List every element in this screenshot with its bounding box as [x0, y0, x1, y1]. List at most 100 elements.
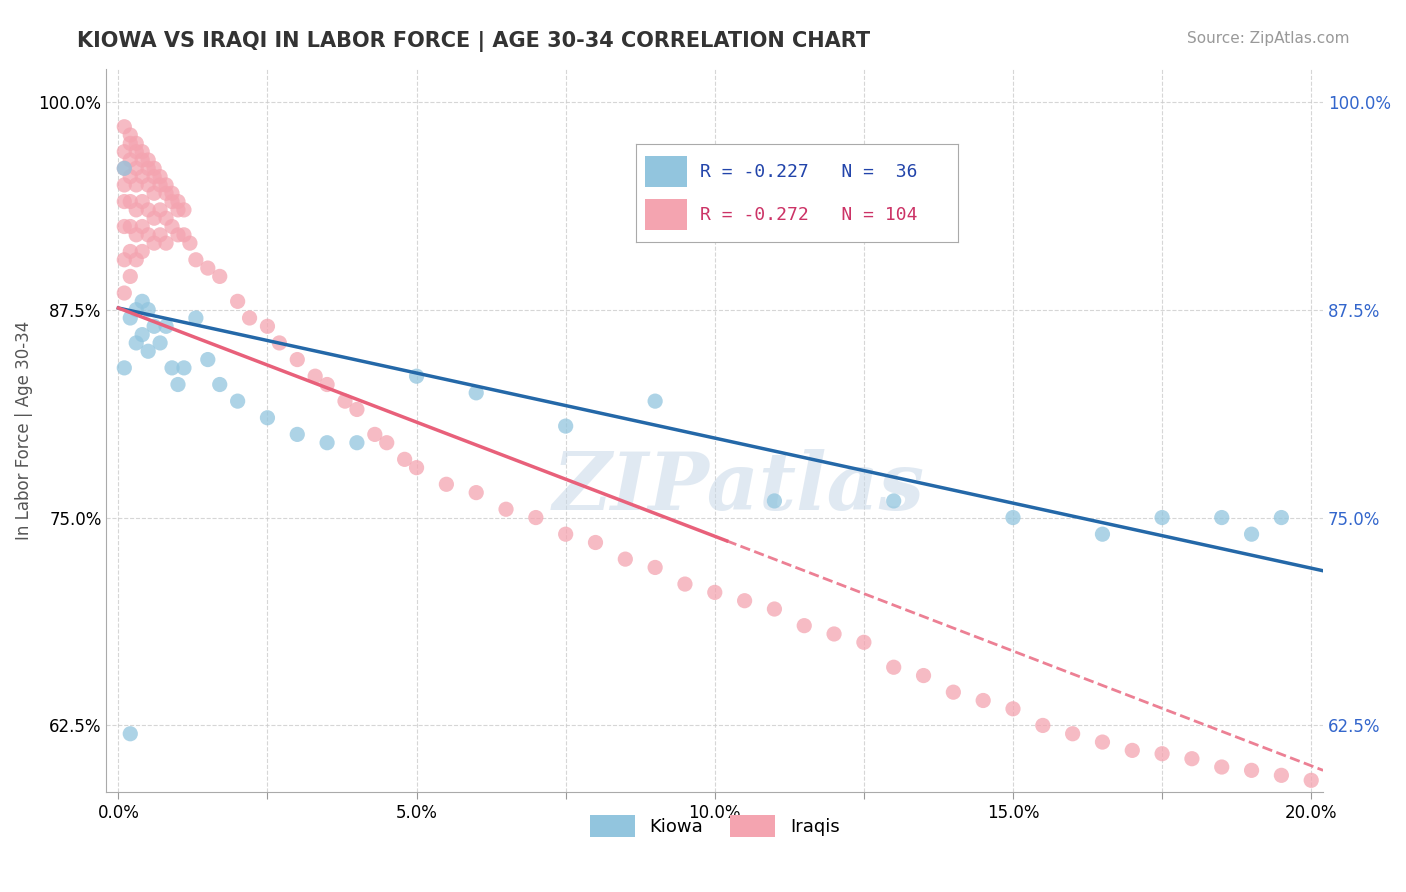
Point — [226, 394, 249, 409]
Point — [131, 153, 153, 167]
Point — [1032, 718, 1054, 732]
Point — [112, 120, 135, 134]
Point — [167, 202, 190, 217]
Point — [852, 635, 875, 649]
Point — [883, 494, 905, 508]
Point — [883, 660, 905, 674]
Point — [184, 310, 207, 325]
Point — [375, 435, 398, 450]
Point — [1270, 510, 1292, 524]
Point — [136, 227, 159, 242]
Point — [155, 236, 177, 251]
Point — [120, 169, 142, 184]
Point — [112, 178, 135, 192]
Legend: Kiowa, Iraqis: Kiowa, Iraqis — [582, 808, 846, 845]
Point — [394, 452, 416, 467]
Point — [173, 360, 195, 375]
Point — [465, 485, 488, 500]
Point — [673, 577, 696, 591]
Point — [912, 668, 935, 682]
Point — [316, 435, 339, 450]
Point — [644, 560, 666, 574]
Point — [734, 593, 756, 607]
Point — [120, 727, 142, 741]
Point — [346, 435, 368, 450]
Point — [524, 510, 547, 524]
Point — [1211, 510, 1233, 524]
Point — [149, 227, 172, 242]
Point — [208, 377, 231, 392]
Point — [823, 627, 845, 641]
Point — [972, 693, 994, 707]
Point — [644, 394, 666, 409]
Point — [1001, 702, 1024, 716]
Point — [120, 269, 142, 284]
Point — [112, 194, 135, 209]
Point — [238, 310, 260, 325]
Point — [155, 319, 177, 334]
Y-axis label: In Labor Force | Age 30-34: In Labor Force | Age 30-34 — [15, 320, 32, 540]
Point — [226, 294, 249, 309]
Point — [256, 410, 278, 425]
Point — [120, 153, 142, 167]
Point — [285, 352, 308, 367]
Point — [143, 236, 166, 251]
Point — [131, 145, 153, 159]
Point — [112, 252, 135, 267]
Point — [304, 369, 326, 384]
Point — [346, 402, 368, 417]
Point — [1062, 727, 1084, 741]
Point — [136, 178, 159, 192]
Point — [120, 219, 142, 234]
Point — [131, 244, 153, 259]
Point — [149, 335, 172, 350]
Point — [1301, 773, 1323, 788]
Point — [112, 219, 135, 234]
Point — [149, 202, 172, 217]
Point — [793, 618, 815, 632]
Point — [131, 194, 153, 209]
Point — [160, 219, 183, 234]
Point — [120, 136, 142, 151]
Point — [554, 527, 576, 541]
Point — [614, 552, 637, 566]
Point — [1001, 510, 1024, 524]
Point — [155, 186, 177, 201]
Point — [763, 494, 786, 508]
Point — [405, 460, 427, 475]
Point — [434, 477, 457, 491]
Point — [763, 602, 786, 616]
Point — [131, 219, 153, 234]
Point — [364, 427, 387, 442]
Point — [173, 227, 195, 242]
Point — [136, 302, 159, 317]
Point — [942, 685, 965, 699]
Point — [125, 161, 148, 176]
Point — [495, 502, 517, 516]
Point — [167, 227, 190, 242]
Point — [120, 128, 142, 142]
Point — [136, 161, 159, 176]
Point — [125, 335, 148, 350]
Point — [120, 310, 142, 325]
Point — [1211, 760, 1233, 774]
Point — [143, 161, 166, 176]
Point — [120, 194, 142, 209]
Text: ZIPatlas: ZIPatlas — [553, 450, 925, 527]
Point — [1152, 510, 1174, 524]
Point — [125, 302, 148, 317]
Point — [173, 202, 195, 217]
Point — [143, 169, 166, 184]
Point — [120, 244, 142, 259]
Point — [149, 169, 172, 184]
Point — [125, 227, 148, 242]
Point — [1240, 527, 1263, 541]
Point — [112, 161, 135, 176]
Point — [136, 153, 159, 167]
Point — [112, 161, 135, 176]
Point — [143, 211, 166, 226]
Point — [155, 178, 177, 192]
Point — [125, 178, 148, 192]
Point — [125, 145, 148, 159]
Text: KIOWA VS IRAQI IN LABOR FORCE | AGE 30-34 CORRELATION CHART: KIOWA VS IRAQI IN LABOR FORCE | AGE 30-3… — [77, 31, 870, 53]
